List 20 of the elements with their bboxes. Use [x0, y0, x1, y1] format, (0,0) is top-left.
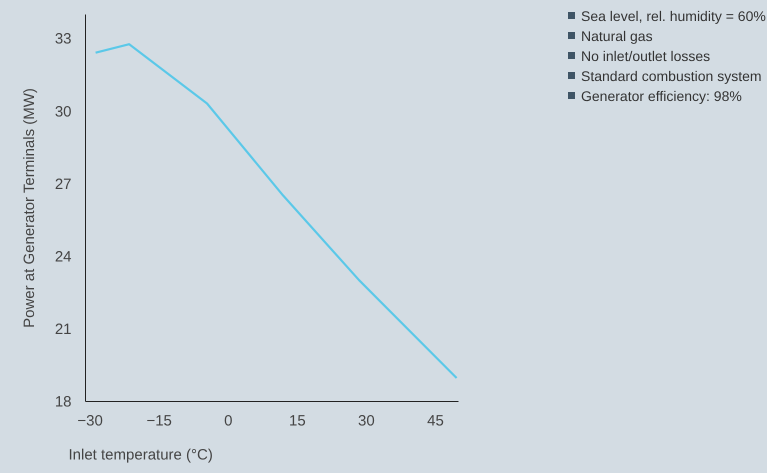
- y-axis-title: Power at Generator Terminals (MW): [20, 88, 38, 328]
- x-axis-title: Inlet temperature (°C): [68, 446, 213, 464]
- x-tick-label: 15: [288, 412, 306, 430]
- x-tick-label: −15: [146, 412, 172, 430]
- y-tick-label: 30: [54, 103, 72, 120]
- line-series: [94, 43, 458, 380]
- y-tick-label: 33: [54, 30, 72, 48]
- text: No inlet/outlet losses: [580, 47, 712, 66]
- y-tick-label: 18: [54, 394, 72, 410]
- x-tick-label: −30: [77, 412, 103, 430]
- x-tick-label: 0: [224, 412, 232, 430]
- text: Standard combustion system: [580, 67, 763, 86]
- y-tick-label: 21: [54, 320, 72, 338]
- text: Sea level, rel. humidity = 60%: [580, 7, 766, 26]
- text: Generator efficiency: 98%: [580, 87, 743, 106]
- x-tick-label: 45: [427, 412, 444, 430]
- text: Natural gas: [580, 27, 654, 46]
- y-tick-label: 27: [54, 176, 72, 193]
- x-tick-label: 30: [358, 412, 375, 430]
- y-tick-label: 24: [54, 248, 72, 266]
